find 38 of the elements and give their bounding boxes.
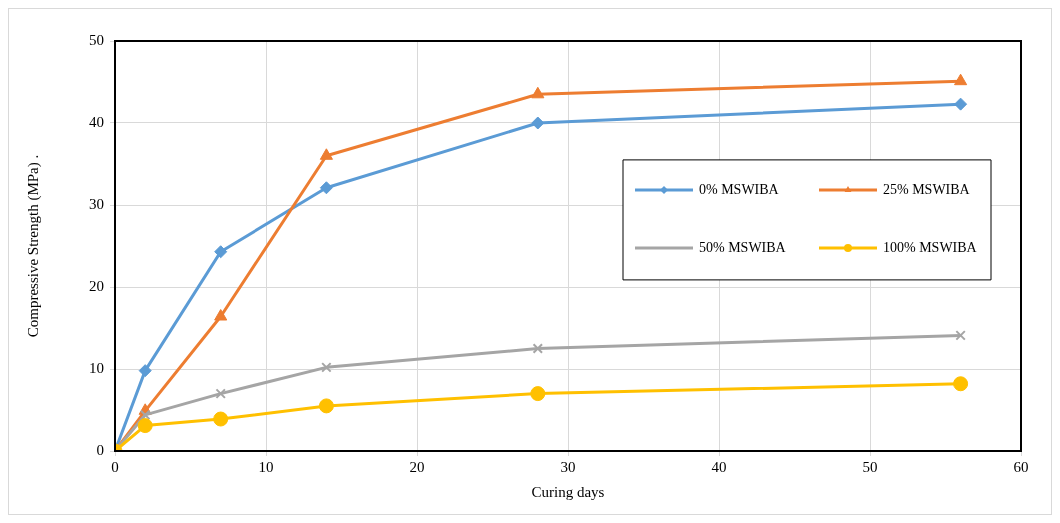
y-axis-title: Compressive Strength (MPa) .	[24, 154, 42, 338]
point	[213, 411, 229, 427]
legend-label: 25% MSWIBA	[883, 181, 971, 197]
x-tick-label: 50	[862, 458, 878, 475]
point	[955, 330, 966, 341]
point	[214, 245, 228, 259]
x-tick-label: 0	[111, 458, 119, 475]
legend-label: 0% MSWIBA	[699, 181, 780, 197]
legend-label: 100% MSWIBA	[883, 239, 978, 255]
point	[139, 409, 151, 421]
point	[319, 181, 333, 195]
y-tick-label: 50	[89, 31, 104, 48]
point	[321, 362, 332, 373]
x-tick-label: 20	[409, 458, 425, 475]
y-tick-label: 20	[89, 277, 104, 294]
legend-label: 50% MSWIBA	[699, 239, 787, 255]
x-tick-label: 40	[711, 458, 727, 475]
point	[953, 376, 969, 392]
x-tick-label: 30	[560, 458, 576, 475]
point	[532, 343, 544, 354]
x-axis-title: Curing days	[531, 483, 605, 500]
point	[530, 386, 546, 402]
y-tick-label: 10	[89, 359, 104, 376]
point	[318, 398, 334, 414]
point	[138, 364, 152, 378]
point	[319, 148, 333, 160]
x-tick-label: 10	[258, 458, 274, 475]
point	[954, 73, 968, 86]
point	[531, 116, 545, 130]
y-tick-label: 40	[89, 113, 104, 130]
x-tick-label: 60	[1013, 458, 1029, 475]
point	[137, 418, 153, 434]
point	[531, 86, 545, 99]
point	[214, 309, 228, 321]
y-tick-label: 30	[89, 195, 104, 212]
point	[954, 97, 968, 111]
y-tick-label: 0	[96, 441, 104, 458]
point	[215, 388, 226, 399]
